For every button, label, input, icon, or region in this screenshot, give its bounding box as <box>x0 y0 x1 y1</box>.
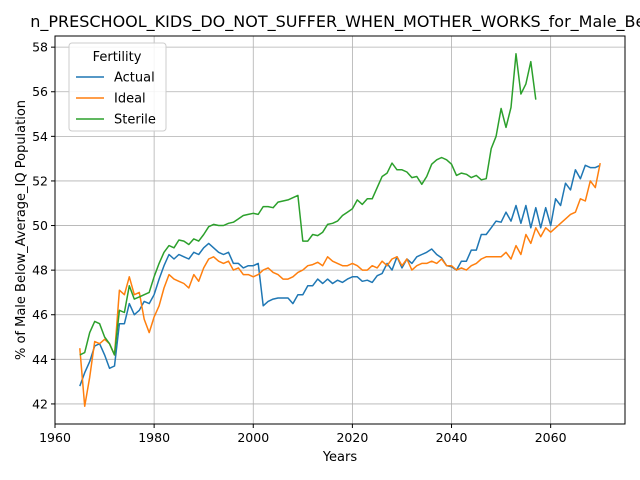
y-tick-label: 50 <box>32 218 48 233</box>
y-tick-label: 54 <box>32 129 48 144</box>
x-tick-label: 2000 <box>237 430 269 445</box>
plot-frame <box>54 35 626 425</box>
y-tick-label: 48 <box>32 263 48 278</box>
legend: Fertility Actual Ideal Sterile <box>68 42 167 132</box>
legend-title: Fertility <box>93 50 142 65</box>
y-tick-label: 42 <box>32 396 48 411</box>
legend-items: Actual Ideal Sterile <box>76 71 156 128</box>
legend-label-sterile: Sterile <box>114 113 156 128</box>
legend-label-actual: Actual <box>114 71 155 86</box>
x-tick-label: 2040 <box>436 430 468 445</box>
series-line-actual <box>79 164 601 387</box>
x-tick-label: 2020 <box>336 430 368 445</box>
axis-ticks: 1960 1980 2000 2020 2040 2060 42 44 46 48 50 52 54 56… <box>32 40 567 445</box>
y-tick-label: 56 <box>32 84 48 99</box>
series-line-sterile <box>79 53 537 356</box>
y-axis-label: % of Male Below_Average_IQ Population <box>14 100 29 360</box>
x-tick-label: 2060 <box>535 430 567 445</box>
legend-label-ideal: Ideal <box>114 92 146 107</box>
y-tick-label: 44 <box>32 352 48 367</box>
legend-box <box>68 42 167 132</box>
y-tick-label: 46 <box>32 307 48 322</box>
series-lines <box>79 53 601 407</box>
x-tick-label: 1960 <box>39 430 71 445</box>
chart-title: n_PRESCHOOL_KIDS_DO_NOT_SUFFER_WHEN_MOTH… <box>30 12 640 32</box>
x-tick-label: 1980 <box>138 430 170 445</box>
y-tick-label: 52 <box>32 173 48 188</box>
y-tick-label: 58 <box>32 40 48 55</box>
series-line-ideal <box>79 162 601 407</box>
x-axis-label: Years <box>322 450 358 465</box>
